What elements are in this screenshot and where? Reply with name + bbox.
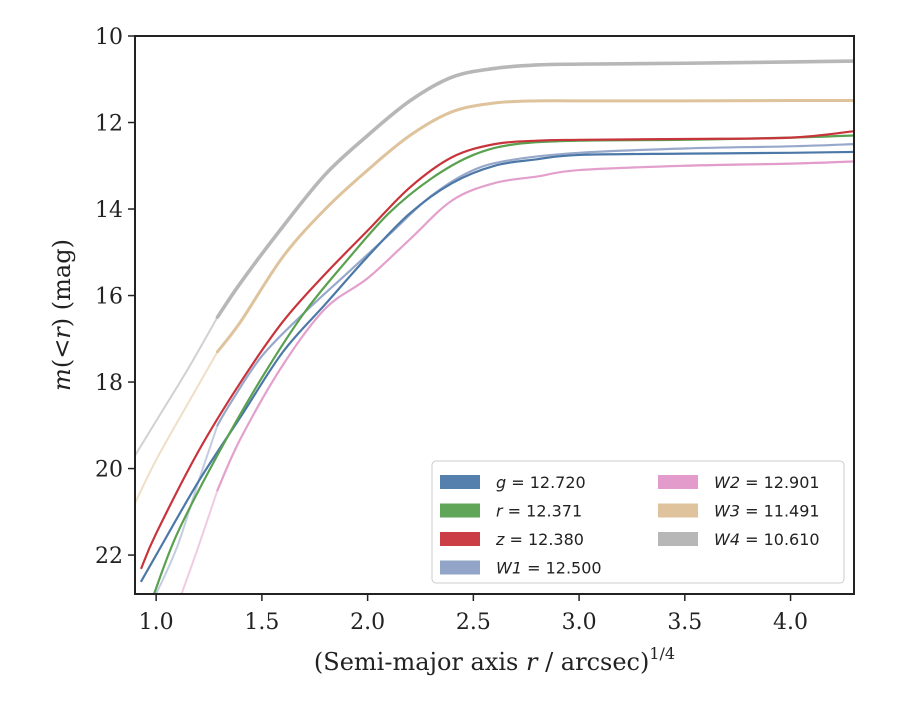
legend-var: g bbox=[496, 473, 506, 492]
legend-swatch-w1 bbox=[440, 560, 480, 575]
legend-value: = 12.720 bbox=[506, 473, 586, 492]
y-tick-label: 20 bbox=[95, 458, 123, 483]
y-tick-label: 18 bbox=[95, 371, 123, 396]
legend-item-w2: W2 = 12.901 bbox=[658, 473, 820, 492]
legend-item-z: z = 12.380 bbox=[440, 530, 584, 549]
legend-value: = 12.500 bbox=[522, 559, 602, 578]
legend-label-g: g = 12.720 bbox=[496, 473, 586, 492]
legend-value: = 12.380 bbox=[504, 530, 584, 549]
legend-value: = 11.491 bbox=[740, 502, 820, 521]
y-tick-label: 22 bbox=[95, 544, 123, 569]
legend-var: r bbox=[496, 502, 504, 521]
legend-swatch-w4 bbox=[658, 532, 698, 546]
series-line-w3-inner bbox=[135, 351, 219, 504]
legend-label-z: z = 12.380 bbox=[495, 530, 584, 549]
legend-item-w4: W4 = 10.610 bbox=[658, 530, 820, 549]
x-tick-label: 4.0 bbox=[773, 610, 808, 635]
y-axis-label-var2: r bbox=[48, 326, 76, 339]
y-tick-label: 14 bbox=[95, 198, 123, 223]
x-axis-label-post: / arcsec) bbox=[537, 648, 649, 676]
x-axis-label: (Semi-major axis r / arcsec)1/4 bbox=[314, 644, 675, 676]
legend-item-w3: W3 = 11.491 bbox=[658, 502, 820, 521]
legend-label-w2: W2 = 12.901 bbox=[714, 473, 820, 492]
legend-swatch-w2 bbox=[658, 475, 698, 489]
legend-label-w4: W4 = 10.610 bbox=[714, 530, 820, 549]
legend-var: W2 bbox=[714, 473, 740, 492]
legend-var: W1 bbox=[496, 559, 522, 578]
legend-item-r: r = 12.371 bbox=[440, 502, 582, 521]
series-layer bbox=[135, 59, 854, 594]
y-axis-label-post: ) (mag) bbox=[48, 239, 76, 327]
legend-swatch-r bbox=[440, 503, 480, 518]
legend-var: W3 bbox=[714, 502, 740, 521]
legend-var: W4 bbox=[714, 530, 740, 549]
legend-item-g: g = 12.720 bbox=[440, 473, 586, 492]
y-axis-label: m(<r) (mag) bbox=[48, 239, 76, 391]
series-line-w4 bbox=[215, 59, 854, 319]
series-line-w2 bbox=[216, 160, 854, 492]
legend-label-w3: W3 = 11.491 bbox=[714, 502, 820, 521]
y-tick-label: 12 bbox=[95, 112, 123, 137]
y-axis-ticks: 10 12 14 16 18 20 22 bbox=[95, 25, 135, 569]
legend-label-w1: W1 = 12.500 bbox=[496, 559, 602, 578]
x-tick-label: 1.5 bbox=[244, 610, 279, 635]
y-tick-label: 16 bbox=[95, 285, 123, 310]
legend-value: = 12.901 bbox=[740, 473, 820, 492]
series-line-z bbox=[140, 130, 854, 570]
x-tick-label: 2.0 bbox=[350, 610, 385, 635]
y-axis-label-var1: m bbox=[48, 368, 76, 391]
series-line-w4-inner bbox=[135, 316, 219, 457]
x-axis-label-exponent: 1/4 bbox=[649, 644, 675, 663]
legend-value: = 10.610 bbox=[740, 530, 820, 549]
series-line-g bbox=[140, 150, 854, 583]
y-axis-label-mid: (< bbox=[48, 339, 76, 368]
plot-frame bbox=[134, 35, 855, 595]
x-tick-label: 3.0 bbox=[562, 610, 597, 635]
y-tick-label: 10 bbox=[95, 25, 123, 50]
legend-swatch-z bbox=[440, 532, 480, 546]
legend-swatch-g bbox=[440, 475, 480, 489]
x-tick-label: 2.5 bbox=[456, 610, 491, 635]
x-axis-ticks: 1.0 1.5 2.0 2.5 3.0 3.5 4.0 bbox=[139, 594, 808, 635]
legend-label-r: r = 12.371 bbox=[496, 502, 582, 521]
x-axis-label-var: r bbox=[526, 648, 539, 676]
series-line-w1-inner bbox=[155, 424, 219, 594]
series-line-w2-inner bbox=[180, 489, 219, 594]
x-tick-label: 1.0 bbox=[139, 610, 174, 635]
x-axis-label-pre: (Semi-major axis bbox=[314, 648, 526, 676]
series-line-w3 bbox=[215, 98, 854, 354]
x-tick-label: 3.5 bbox=[667, 610, 702, 635]
legend-swatch-w3 bbox=[658, 503, 698, 518]
legend-value: = 12.371 bbox=[503, 502, 583, 521]
legend-item-w1: W1 = 12.500 bbox=[440, 559, 602, 578]
legend-box bbox=[431, 460, 845, 584]
legend-var: z bbox=[495, 530, 505, 549]
